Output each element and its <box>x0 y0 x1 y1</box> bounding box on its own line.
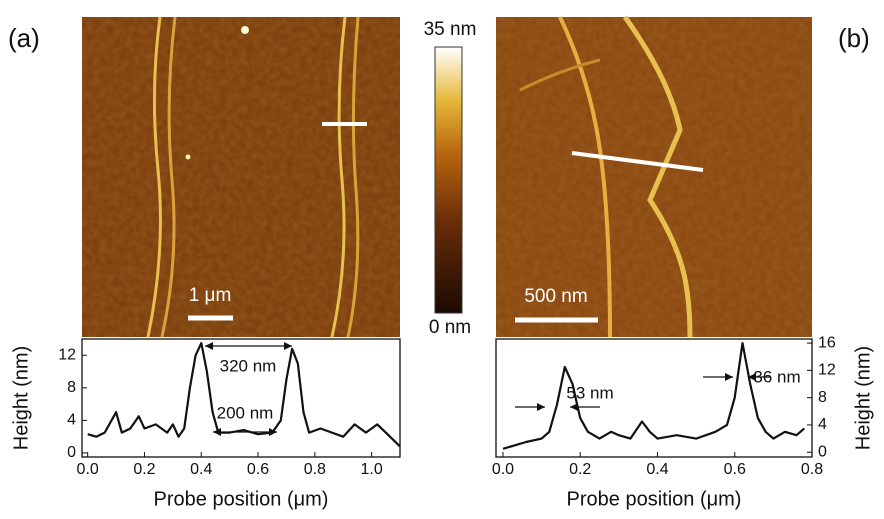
x-tick-label: 0.0 <box>492 461 514 478</box>
y-tick-label: 12 <box>818 362 836 379</box>
x-tick-label: 0.8 <box>801 461 823 478</box>
figure: 1 μm 500 nm 35 nm 0 nm (a) (b) 0.0 0.2 0.4… <box>0 0 884 519</box>
colorbar-min-label: 0 nm <box>429 317 471 338</box>
afm-image-b: 500 nm <box>496 17 812 337</box>
y-tick-label: 8 <box>818 389 827 406</box>
y-tick-label: 0 <box>818 443 827 460</box>
colorbar-max-label: 35 nm <box>424 19 477 40</box>
plot-frame <box>496 339 812 457</box>
panel-label: (b) <box>838 23 870 53</box>
annotation: 200 nm <box>217 403 274 422</box>
scale-bar-label: 1 μm <box>189 285 232 306</box>
profile-line <box>503 343 804 449</box>
x-tick-label: 0.4 <box>646 461 668 478</box>
y-tick-label: 16 <box>818 334 836 351</box>
x-tick-label: 1.0 <box>360 461 382 478</box>
x-tick-label: 0.6 <box>247 461 269 478</box>
x-axis-label: Probe position (μm) <box>567 488 742 510</box>
colorbar <box>435 47 462 313</box>
x-tick-label: 0.4 <box>190 461 212 478</box>
x-tick-label: 0.0 <box>77 461 99 478</box>
y-tick-label: 8 <box>67 379 76 396</box>
y-tick-label: 12 <box>58 346 76 363</box>
x-tick-label: 0.6 <box>724 461 746 478</box>
y-tick-label: 0 <box>67 444 76 461</box>
x-tick-label: 0.2 <box>133 461 155 478</box>
x-tick-label: 0.2 <box>569 461 591 478</box>
annotation: 320 nm <box>220 356 277 375</box>
annotation: 53 nm <box>566 383 613 402</box>
panel-label: (a) <box>8 23 40 53</box>
annotation: 36 nm <box>753 367 800 386</box>
y-axis-label: Height (nm) <box>10 346 32 450</box>
y-axis-label: Height (nm) <box>852 346 874 450</box>
afm-image-a: 1 μm <box>82 17 400 337</box>
x-axis-label: Probe position (μm) <box>154 488 329 510</box>
x-tick-label: 0.8 <box>304 461 326 478</box>
scale-bar-label: 500 nm <box>524 286 587 307</box>
y-tick-label: 4 <box>67 412 76 429</box>
y-tick-label: 4 <box>818 416 827 433</box>
